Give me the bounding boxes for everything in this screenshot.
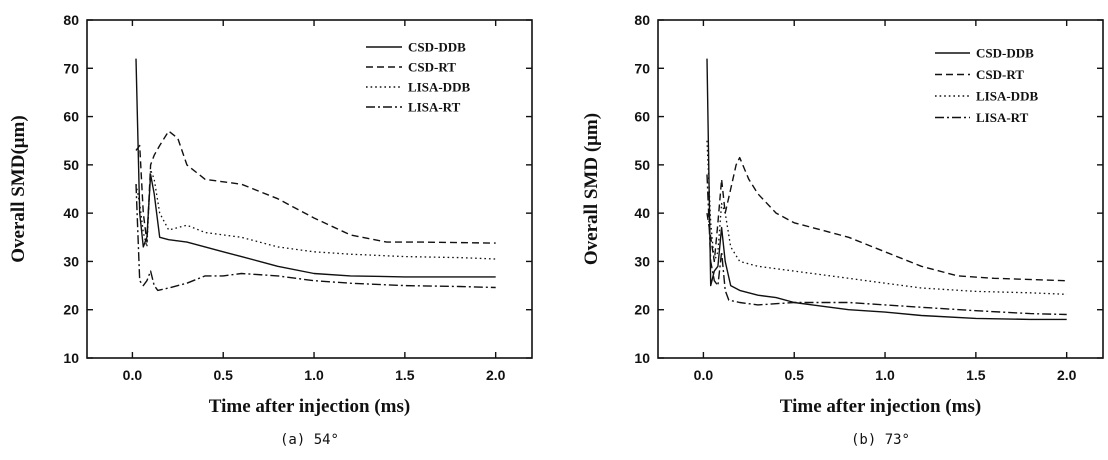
chart-73-degrees: 10 20 30 40 50 60 70 80 0.0 0.5 1.0 1.5 2.0 CSD-DDB CS… <box>581 12 1104 448</box>
x-axis-title: Time after injection (ms) <box>209 396 410 417</box>
y-tick-label: 80 <box>63 12 79 28</box>
y-tick-label: 50 <box>63 157 79 173</box>
series-line-lisa-rt <box>135 184 496 292</box>
x-tick-label: 0.5 <box>213 367 233 383</box>
series-line-csd-ddb <box>706 58 1067 321</box>
y-tick-label: 40 <box>634 205 650 221</box>
plot-frame <box>86 19 533 359</box>
series-line-csd-rt <box>135 130 496 244</box>
y-tick-label: 60 <box>634 109 650 125</box>
legend-label: LISA-RT <box>408 100 461 115</box>
legend-label: LISA-RT <box>976 110 1029 125</box>
y-tick-label: 60 <box>63 109 79 125</box>
x-tick-label: 2.0 <box>486 367 506 383</box>
chart-54-degrees: 10 20 30 40 50 60 70 80 0.0 0.5 1.0 1.5 2.0 CSD-DDB CS… <box>8 12 533 448</box>
y-axis-title: Overall SMD(μm) <box>8 115 29 262</box>
y-tick-label: 40 <box>63 205 79 221</box>
legend-label: CSD-RT <box>976 67 1024 82</box>
y-tick-label: 30 <box>63 253 79 269</box>
series-line-lisa-rt <box>706 174 1067 316</box>
x-tick-label: 0.5 <box>784 367 804 383</box>
x-tick-label: 1.0 <box>875 367 895 383</box>
x-tick-label: 1.5 <box>395 367 415 383</box>
y-tick-label: 70 <box>634 60 650 76</box>
y-tick-label: 20 <box>63 302 79 318</box>
y-tick-label: 30 <box>634 253 650 269</box>
x-tick-label: 1.0 <box>304 367 324 383</box>
x-tick-label: 0.0 <box>123 367 143 383</box>
legend-label: LISA-DDB <box>976 89 1038 104</box>
series-line-csd-ddb <box>135 58 496 278</box>
series-line-csd-rt <box>706 156 1067 282</box>
plot-frame <box>657 19 1104 359</box>
legend-label: CSD-DDB <box>408 40 466 55</box>
series-line-lisa-ddb <box>706 140 1067 295</box>
y-tick-label: 80 <box>634 12 650 28</box>
x-tick-label: 1.5 <box>966 367 986 383</box>
y-tick-label: 50 <box>634 157 650 173</box>
legend-label: CSD-DDB <box>976 46 1034 61</box>
subfigure-caption: (b) 73° <box>851 432 910 448</box>
subfigure-caption: (a) 54° <box>280 432 339 448</box>
y-tick-label: 70 <box>63 60 79 76</box>
y-tick-label: 10 <box>634 350 650 366</box>
x-tick-label: 0.0 <box>694 367 714 383</box>
series-line-lisa-ddb <box>135 169 496 260</box>
x-tick-label: 2.0 <box>1057 367 1077 383</box>
y-axis-title: Overall SMD (μm) <box>581 113 602 265</box>
x-axis-title: Time after injection (ms) <box>780 396 981 417</box>
legend-label: LISA-DDB <box>408 80 470 95</box>
y-tick-label: 20 <box>634 302 650 318</box>
y-tick-label: 10 <box>63 350 79 366</box>
legend-label: CSD-RT <box>408 60 456 75</box>
